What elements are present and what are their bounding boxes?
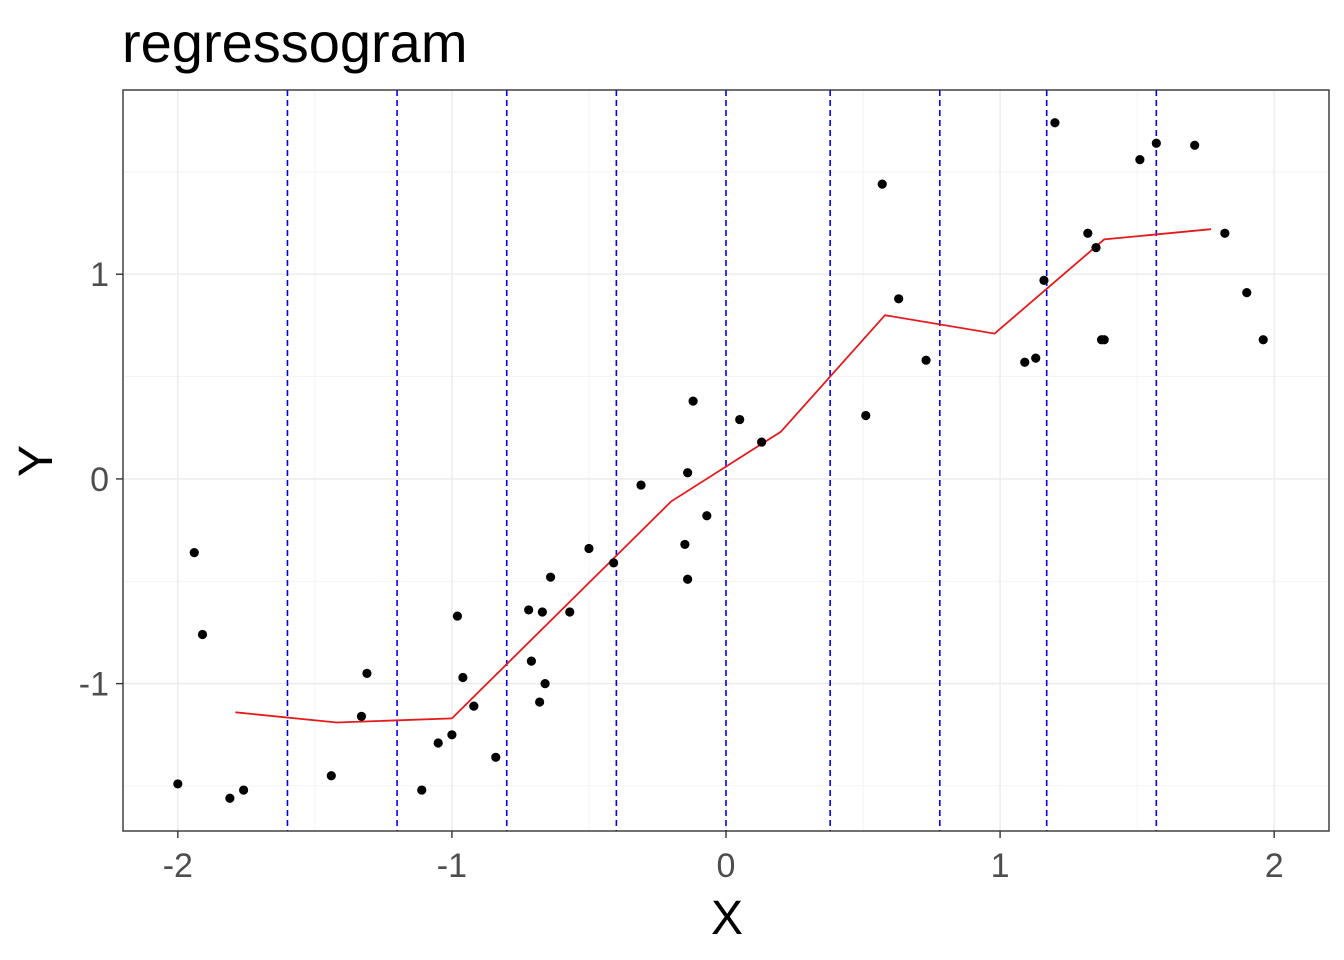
- data-point: [1039, 275, 1049, 285]
- data-point: [239, 785, 249, 795]
- data-point: [1151, 138, 1161, 148]
- data-point: [1031, 353, 1041, 363]
- y-axis-title: Y: [10, 445, 63, 477]
- data-point: [537, 607, 547, 617]
- data-point: [683, 468, 693, 478]
- data-point: [458, 672, 468, 683]
- data-point: [326, 771, 336, 781]
- data-point: [540, 679, 550, 689]
- y-tick-label: -1: [79, 666, 109, 704]
- data-point: [1091, 243, 1101, 253]
- data-point: [491, 752, 501, 762]
- data-point: [447, 730, 457, 740]
- chart-title: regressogram: [122, 11, 467, 74]
- data-point: [688, 396, 698, 406]
- data-point: [417, 785, 427, 795]
- data-point: [584, 543, 594, 554]
- data-point: [757, 437, 767, 447]
- data-point: [894, 294, 904, 304]
- data-point: [861, 410, 871, 421]
- data-point: [702, 511, 712, 521]
- data-point: [683, 574, 693, 584]
- data-point: [469, 701, 479, 711]
- data-point: [1242, 288, 1252, 298]
- x-tick-label: 2: [1265, 847, 1284, 885]
- data-point: [1099, 335, 1109, 345]
- regression-line-layer: [235, 228, 1212, 724]
- data-point: [362, 668, 372, 678]
- data-point: [1220, 228, 1230, 238]
- data-point: [1258, 335, 1268, 345]
- data-points: [173, 118, 1268, 803]
- data-point: [565, 607, 575, 617]
- data-point: [433, 738, 443, 748]
- x-axis-title: X: [711, 892, 743, 945]
- regression-line: [235, 228, 1212, 724]
- data-point: [452, 611, 462, 621]
- data-point: [1135, 154, 1145, 165]
- data-point: [545, 572, 556, 582]
- data-point: [524, 605, 534, 615]
- x-tick-label: 1: [991, 847, 1010, 885]
- x-tick-label: 0: [717, 847, 736, 885]
- bin-boundary-lines: [286, 90, 1158, 831]
- data-point: [680, 539, 690, 550]
- data-point: [735, 414, 745, 425]
- data-point: [921, 355, 931, 365]
- data-point: [526, 656, 536, 666]
- y-tick-label: 1: [90, 256, 109, 294]
- data-point: [1020, 357, 1030, 367]
- data-point: [1050, 118, 1060, 128]
- data-point: [189, 548, 199, 558]
- axis-ticks: -2 -1 0 1 2 -1 0 1: [79, 256, 1284, 885]
- data-point: [636, 480, 646, 490]
- x-tick-label: -2: [163, 847, 193, 885]
- x-tick-label: -1: [437, 847, 467, 885]
- data-point: [609, 558, 619, 568]
- data-point: [356, 711, 367, 721]
- data-point: [877, 179, 887, 189]
- data-point: [225, 793, 235, 803]
- data-point: [173, 779, 183, 789]
- data-point: [1083, 228, 1093, 238]
- data-point: [535, 697, 545, 707]
- data-point: [197, 629, 208, 640]
- data-point: [1190, 140, 1200, 150]
- y-tick-label: 0: [90, 461, 109, 499]
